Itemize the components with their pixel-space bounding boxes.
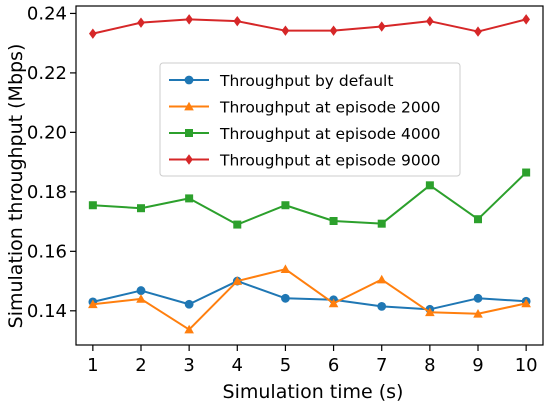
- data-point-s4-4: [233, 15, 242, 27]
- legend-item: Throughput at episode 2000: [169, 99, 440, 117]
- data-point-s4-9: [474, 26, 482, 37]
- data-point-s3-10: [522, 168, 531, 177]
- y-tick-label: 0.20: [27, 122, 67, 143]
- series-line-3: [92, 171, 527, 226]
- data-point-s3-3: [185, 194, 194, 203]
- legend-box: [159, 62, 461, 177]
- data-point-s2-6: [328, 298, 339, 308]
- x-tick-label: 10: [515, 355, 538, 376]
- data-point-s2-5: [280, 264, 291, 274]
- x-tick-label: 8: [424, 355, 435, 376]
- data-point-s3-4: [233, 220, 242, 229]
- y-tick-label: 0.16: [27, 241, 67, 262]
- y-tick-label: 0.14: [27, 301, 67, 322]
- data-point-s2-9: [473, 308, 483, 318]
- data-point-s1-5: [281, 293, 290, 303]
- series-line-1: [92, 280, 527, 311]
- series-line-2: [92, 268, 527, 331]
- legend-label: Throughput at episode 4000: [219, 125, 440, 143]
- x-tick-label: 3: [183, 355, 194, 376]
- axes: 1 2 3 4 5 6 7 8 9 10 0.14 0.16 0.18 0.20 0.22 0.24: [27, 3, 544, 376]
- data-point-s1-3: [184, 299, 194, 309]
- x-tick-label: 9: [472, 355, 483, 376]
- data-point-s2-1: [88, 299, 98, 309]
- data-point-s3-7: [377, 219, 386, 228]
- data-point-s2-7: [376, 274, 387, 284]
- legend: Throughput by default Throughput at episo…: [159, 62, 461, 177]
- data-point-s2-8: [425, 307, 435, 317]
- legend-item: Throughput by default: [169, 72, 393, 90]
- legend-marker: [185, 154, 193, 165]
- data-point-s2-4: [232, 276, 243, 285]
- legend-label: Throughput at episode 2000: [219, 99, 440, 117]
- x-axis-label: Simulation time (s): [223, 381, 404, 403]
- data-point-s1-7: [377, 301, 387, 311]
- data-point-s4-10: [522, 14, 530, 25]
- series-line-4: [92, 18, 527, 35]
- legend-marker: [184, 75, 194, 85]
- data-point-s2-10: [521, 298, 531, 308]
- y-tick-label: 0.18: [27, 182, 67, 203]
- y-axis-label: Simulation throughput (Mbps): [5, 44, 27, 329]
- y-tick-label: 0.24: [27, 3, 67, 24]
- data-point-s4-6: [329, 25, 338, 36]
- legend-marker: [185, 129, 193, 137]
- x-tick-label: 7: [376, 355, 387, 376]
- plot-area: [88, 14, 531, 334]
- x-tick-label: 2: [135, 355, 146, 376]
- data-point-s3-1: [88, 201, 97, 210]
- data-point-s4-3: [185, 14, 193, 25]
- data-point-s4-5: [281, 25, 290, 36]
- x-tick-label: 6: [328, 355, 339, 376]
- legend-item: Throughput at episode 4000: [169, 125, 440, 143]
- data-point-s4-8: [426, 15, 434, 27]
- data-point-s3-9: [474, 215, 483, 224]
- data-point-s2-2: [136, 294, 146, 303]
- data-point-s1-2: [136, 286, 146, 295]
- legend-item: Throughput at episode 9000: [169, 152, 440, 170]
- data-point-s2-3: [184, 324, 194, 334]
- legend-marker: [184, 101, 194, 111]
- x-tick-label: 1: [87, 355, 98, 376]
- data-point-s3-8: [425, 181, 434, 190]
- data-point-s4-2: [137, 17, 145, 28]
- data-point-s4-1: [89, 28, 97, 39]
- data-point-s3-5: [281, 201, 290, 210]
- legend-label: Throughput at episode 9000: [219, 152, 440, 170]
- x-tick-label: 4: [232, 355, 243, 376]
- x-tick-label: 5: [280, 355, 291, 376]
- data-point-s3-2: [136, 204, 145, 213]
- data-point-s3-6: [329, 216, 338, 225]
- legend-label: Throughput by default: [219, 72, 393, 90]
- y-tick-label: 0.22: [27, 63, 67, 84]
- data-point-s4-7: [377, 21, 386, 32]
- plot-frame: [75, 5, 544, 346]
- data-point-s1-9: [473, 293, 483, 303]
